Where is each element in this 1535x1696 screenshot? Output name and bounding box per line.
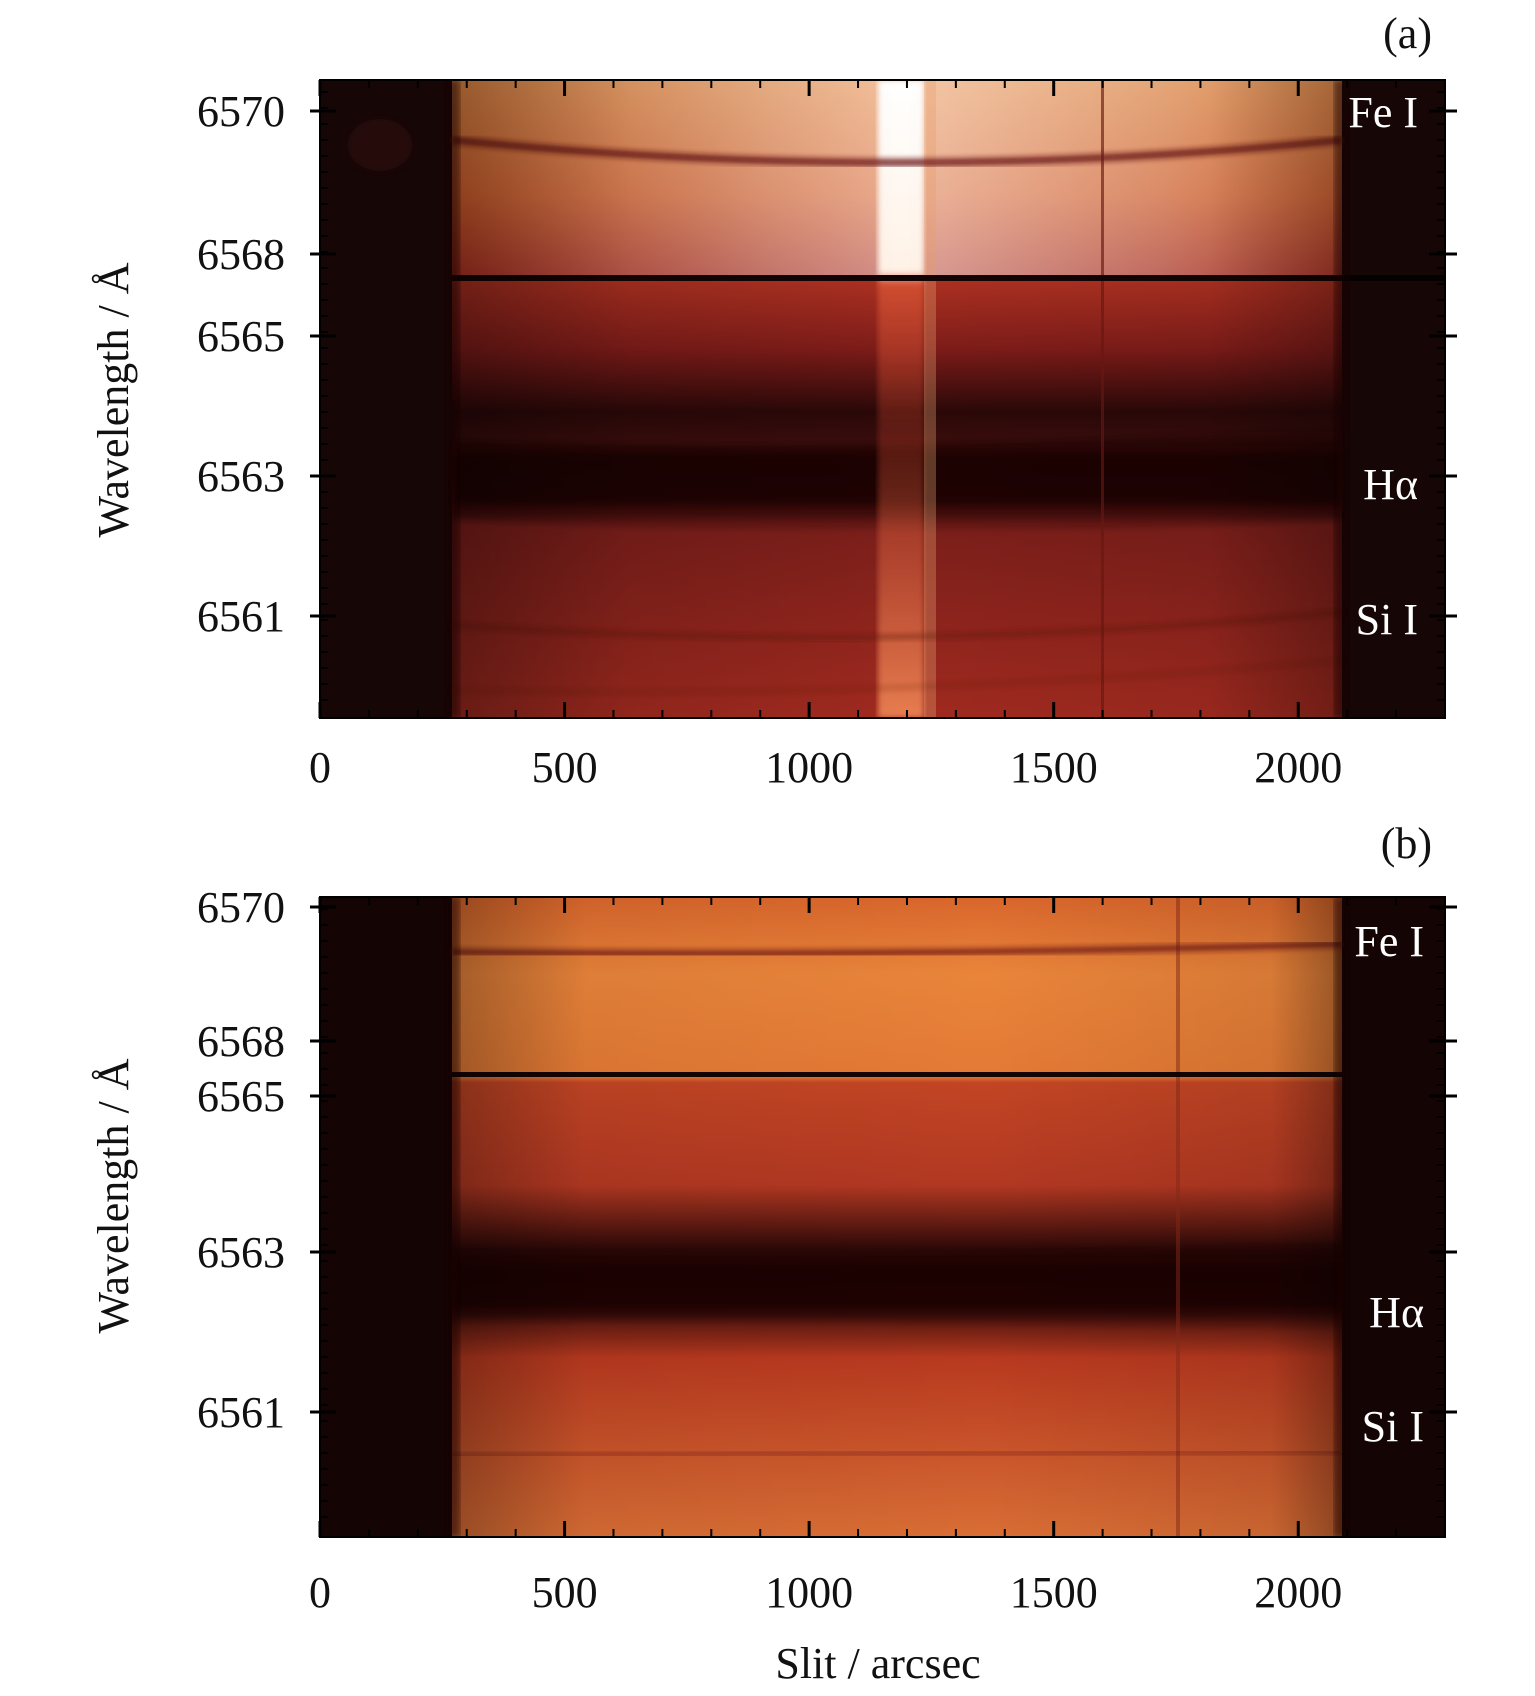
- panel-a: (a): [89, 9, 1457, 792]
- panel-a-y-tick-label: 6568: [197, 230, 285, 279]
- panel-a-y-tick-label: 6563: [197, 452, 285, 501]
- panel-b-x-tick-label: 500: [532, 1568, 598, 1617]
- panel-b-x-tick-label: 0: [309, 1568, 331, 1617]
- panel-a-x-tick-label: 1000: [765, 743, 853, 792]
- panel-b-x-tick-label: 2000: [1254, 1568, 1342, 1617]
- h-alpha-label: Hα: [1369, 1288, 1424, 1337]
- panel-b-spectrum: [320, 897, 1445, 1537]
- panel-b-y-tick-label: 6570: [197, 883, 285, 932]
- panel-b-y-tick-label: 6561: [197, 1388, 285, 1437]
- panel-b-x-tick-labels: 0 500 1000 1500 2000: [309, 1568, 1342, 1617]
- panel-a-y-axis-label: Wavelength / Å: [89, 262, 138, 537]
- panel-b-axes: [310, 897, 1457, 1537]
- panel-a-y-tick-labels: 6570 6568 6565 6563 6561: [197, 87, 285, 641]
- panel-a-y-tick-label: 6565: [197, 312, 285, 361]
- panel-a-y-tick-label: 6561: [197, 592, 285, 641]
- panel-b-label: (b): [1381, 819, 1432, 868]
- panel-b-x-tick-label: 1500: [1010, 1568, 1098, 1617]
- fe-i-label: Fe I: [1354, 917, 1424, 966]
- panel-a-spectrum: [320, 80, 1445, 718]
- panel-b-y-tick-label: 6565: [197, 1072, 285, 1121]
- panel-a-axes: [310, 80, 1457, 718]
- panel-b-x-tick-label: 1000: [765, 1568, 853, 1617]
- panel-a-x-tick-label: 2000: [1254, 743, 1342, 792]
- x-axis-label: Slit / arcsec: [775, 1639, 980, 1688]
- panel-b: (b) 6570 6568 6565 6563 6561: [89, 819, 1457, 1617]
- panel-a-label: (a): [1383, 9, 1432, 58]
- panel-a-x-tick-label: 500: [532, 743, 598, 792]
- si-i-label: Si I: [1362, 1402, 1424, 1451]
- si-i-label: Si I: [1356, 595, 1418, 644]
- panel-a-y-tick-label: 6570: [197, 87, 285, 136]
- panel-b-y-axis-label: Wavelength / Å: [89, 1058, 138, 1333]
- fe-i-label: Fe I: [1348, 88, 1418, 137]
- h-alpha-label: Hα: [1363, 460, 1418, 509]
- panel-a-x-tick-label: 1500: [1010, 743, 1098, 792]
- panel-b-line-labels: Fe I Hα Si I: [1354, 917, 1424, 1451]
- panel-b-y-tick-label: 6563: [197, 1228, 285, 1277]
- panel-a-x-tick-label: 0: [309, 743, 331, 792]
- panel-b-y-tick-label: 6568: [197, 1017, 285, 1066]
- panel-b-y-tick-labels: 6570 6568 6565 6563 6561: [197, 883, 285, 1437]
- panel-a-line-labels: Fe I Hα Si I: [1348, 88, 1418, 644]
- panel-a-x-tick-labels: 0 500 1000 1500 2000: [309, 743, 1342, 792]
